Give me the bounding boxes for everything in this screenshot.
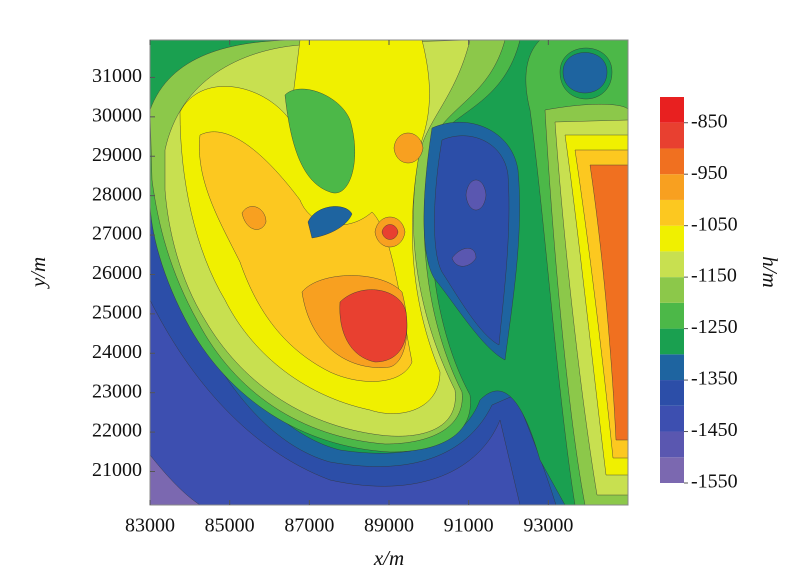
y-tick-label: 26000	[92, 262, 142, 284]
colorbar-band	[660, 122, 684, 149]
colorbar-band	[660, 431, 684, 458]
colorbar-band	[660, 277, 684, 303]
y-axis-label: y/m	[26, 257, 50, 289]
y-tick-label: 21000	[92, 459, 142, 481]
colorbar-band	[660, 199, 684, 226]
colorbar-tick-label: -1250	[691, 316, 738, 338]
y-tick-label: 31000	[92, 65, 142, 87]
contour-region	[465, 179, 487, 211]
x-tick-label: 91000	[444, 515, 494, 537]
y-tick-label: 25000	[92, 301, 142, 323]
contour-field	[150, 40, 628, 505]
colorbar-tick-label: -1450	[691, 419, 738, 441]
x-tick-label: 87000	[284, 515, 334, 537]
contour-region	[589, 164, 628, 441]
y-tick-label: 27000	[92, 223, 142, 245]
colorbar-band	[660, 97, 684, 123]
y-tick-label: 24000	[92, 341, 142, 363]
contour-region	[241, 206, 267, 230]
y-tick-label: 23000	[92, 380, 142, 402]
colorbar-tick-label: -1150	[691, 265, 737, 287]
colorbar-tick-label: -1350	[691, 368, 738, 390]
y-tick-label: 28000	[92, 183, 142, 205]
colorbar-band	[660, 405, 684, 432]
x-tick-label: 85000	[205, 515, 255, 537]
colorbar-tick-label: -850	[691, 110, 728, 132]
colorbar-label: h/m	[758, 256, 782, 288]
colorbar-band	[660, 251, 684, 278]
contour-region	[393, 132, 424, 164]
colorbar-band	[660, 148, 684, 175]
contour-region	[284, 88, 355, 194]
y-tick-label: 22000	[92, 420, 142, 442]
colorbar-tick-label: -1550	[691, 471, 738, 493]
colorbar-band	[660, 457, 684, 483]
x-tick-label: 89000	[364, 515, 414, 537]
contour-region	[381, 224, 399, 240]
colorbar-band	[660, 380, 684, 406]
contour-region	[307, 206, 353, 239]
x-tick-label: 93000	[523, 515, 573, 537]
colorbar-band	[660, 328, 684, 355]
colorbar-band	[660, 174, 684, 200]
colorbar-tick-label: -950	[691, 162, 728, 184]
y-tick-label: 29000	[92, 144, 142, 166]
contour-region	[562, 52, 608, 94]
x-axis-label: x/m	[373, 546, 404, 570]
y-tick-label: 30000	[92, 104, 142, 126]
colorbar-band	[660, 225, 684, 252]
x-tick-label: 83000	[125, 515, 175, 537]
contour-region	[451, 248, 477, 267]
contour-region	[434, 135, 510, 346]
contour-region	[339, 289, 408, 363]
colorbar-tick-label: -1050	[691, 213, 738, 235]
colorbar-band	[660, 354, 684, 381]
colorbar-band	[660, 302, 684, 329]
